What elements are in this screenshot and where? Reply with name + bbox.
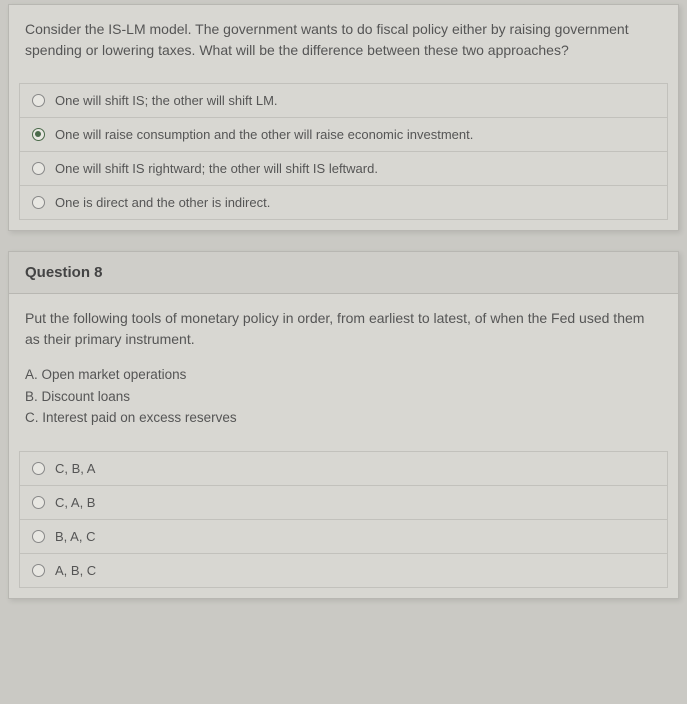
option-row[interactable]: C, A, B (19, 485, 668, 519)
option-label: One will raise consumption and the other… (55, 127, 473, 142)
option-label: One will shift IS; the other will shift … (55, 93, 278, 108)
list-item: B. Discount loans (25, 386, 662, 408)
question-card-8: Question 8 Put the following tools of mo… (8, 251, 679, 599)
option-label: A, B, C (55, 563, 96, 578)
option-row[interactable]: C, B, A (19, 451, 668, 485)
question-header: Question 8 (9, 252, 678, 294)
question-card-7: Consider the IS-LM model. The government… (8, 4, 679, 231)
question-prompt: Put the following tools of monetary poli… (9, 294, 678, 364)
question-prompt: Consider the IS-LM model. The government… (9, 5, 678, 75)
option-label: One will shift IS rightward; the other w… (55, 161, 378, 176)
option-label: One is direct and the other is indirect. (55, 195, 270, 210)
option-row[interactable]: One will shift IS rightward; the other w… (19, 151, 668, 185)
options-group-q1: One will shift IS; the other will shift … (19, 83, 668, 220)
radio-icon[interactable] (32, 128, 45, 141)
options-group-q2: C, B, A C, A, B B, A, C A, B, C (19, 451, 668, 588)
question-items: A. Open market operations B. Discount lo… (9, 364, 678, 443)
option-label: C, B, A (55, 461, 95, 476)
radio-icon[interactable] (32, 162, 45, 175)
list-item: A. Open market operations (25, 364, 662, 386)
radio-icon[interactable] (32, 530, 45, 543)
radio-icon[interactable] (32, 94, 45, 107)
option-row[interactable]: B, A, C (19, 519, 668, 553)
option-row[interactable]: One will raise consumption and the other… (19, 117, 668, 151)
radio-icon[interactable] (32, 196, 45, 209)
list-item: C. Interest paid on excess reserves (25, 407, 662, 429)
option-label: B, A, C (55, 529, 95, 544)
radio-icon[interactable] (32, 496, 45, 509)
option-row[interactable]: One will shift IS; the other will shift … (19, 83, 668, 117)
option-label: C, A, B (55, 495, 95, 510)
option-row[interactable]: One is direct and the other is indirect. (19, 185, 668, 220)
option-row[interactable]: A, B, C (19, 553, 668, 588)
radio-icon[interactable] (32, 564, 45, 577)
radio-icon[interactable] (32, 462, 45, 475)
